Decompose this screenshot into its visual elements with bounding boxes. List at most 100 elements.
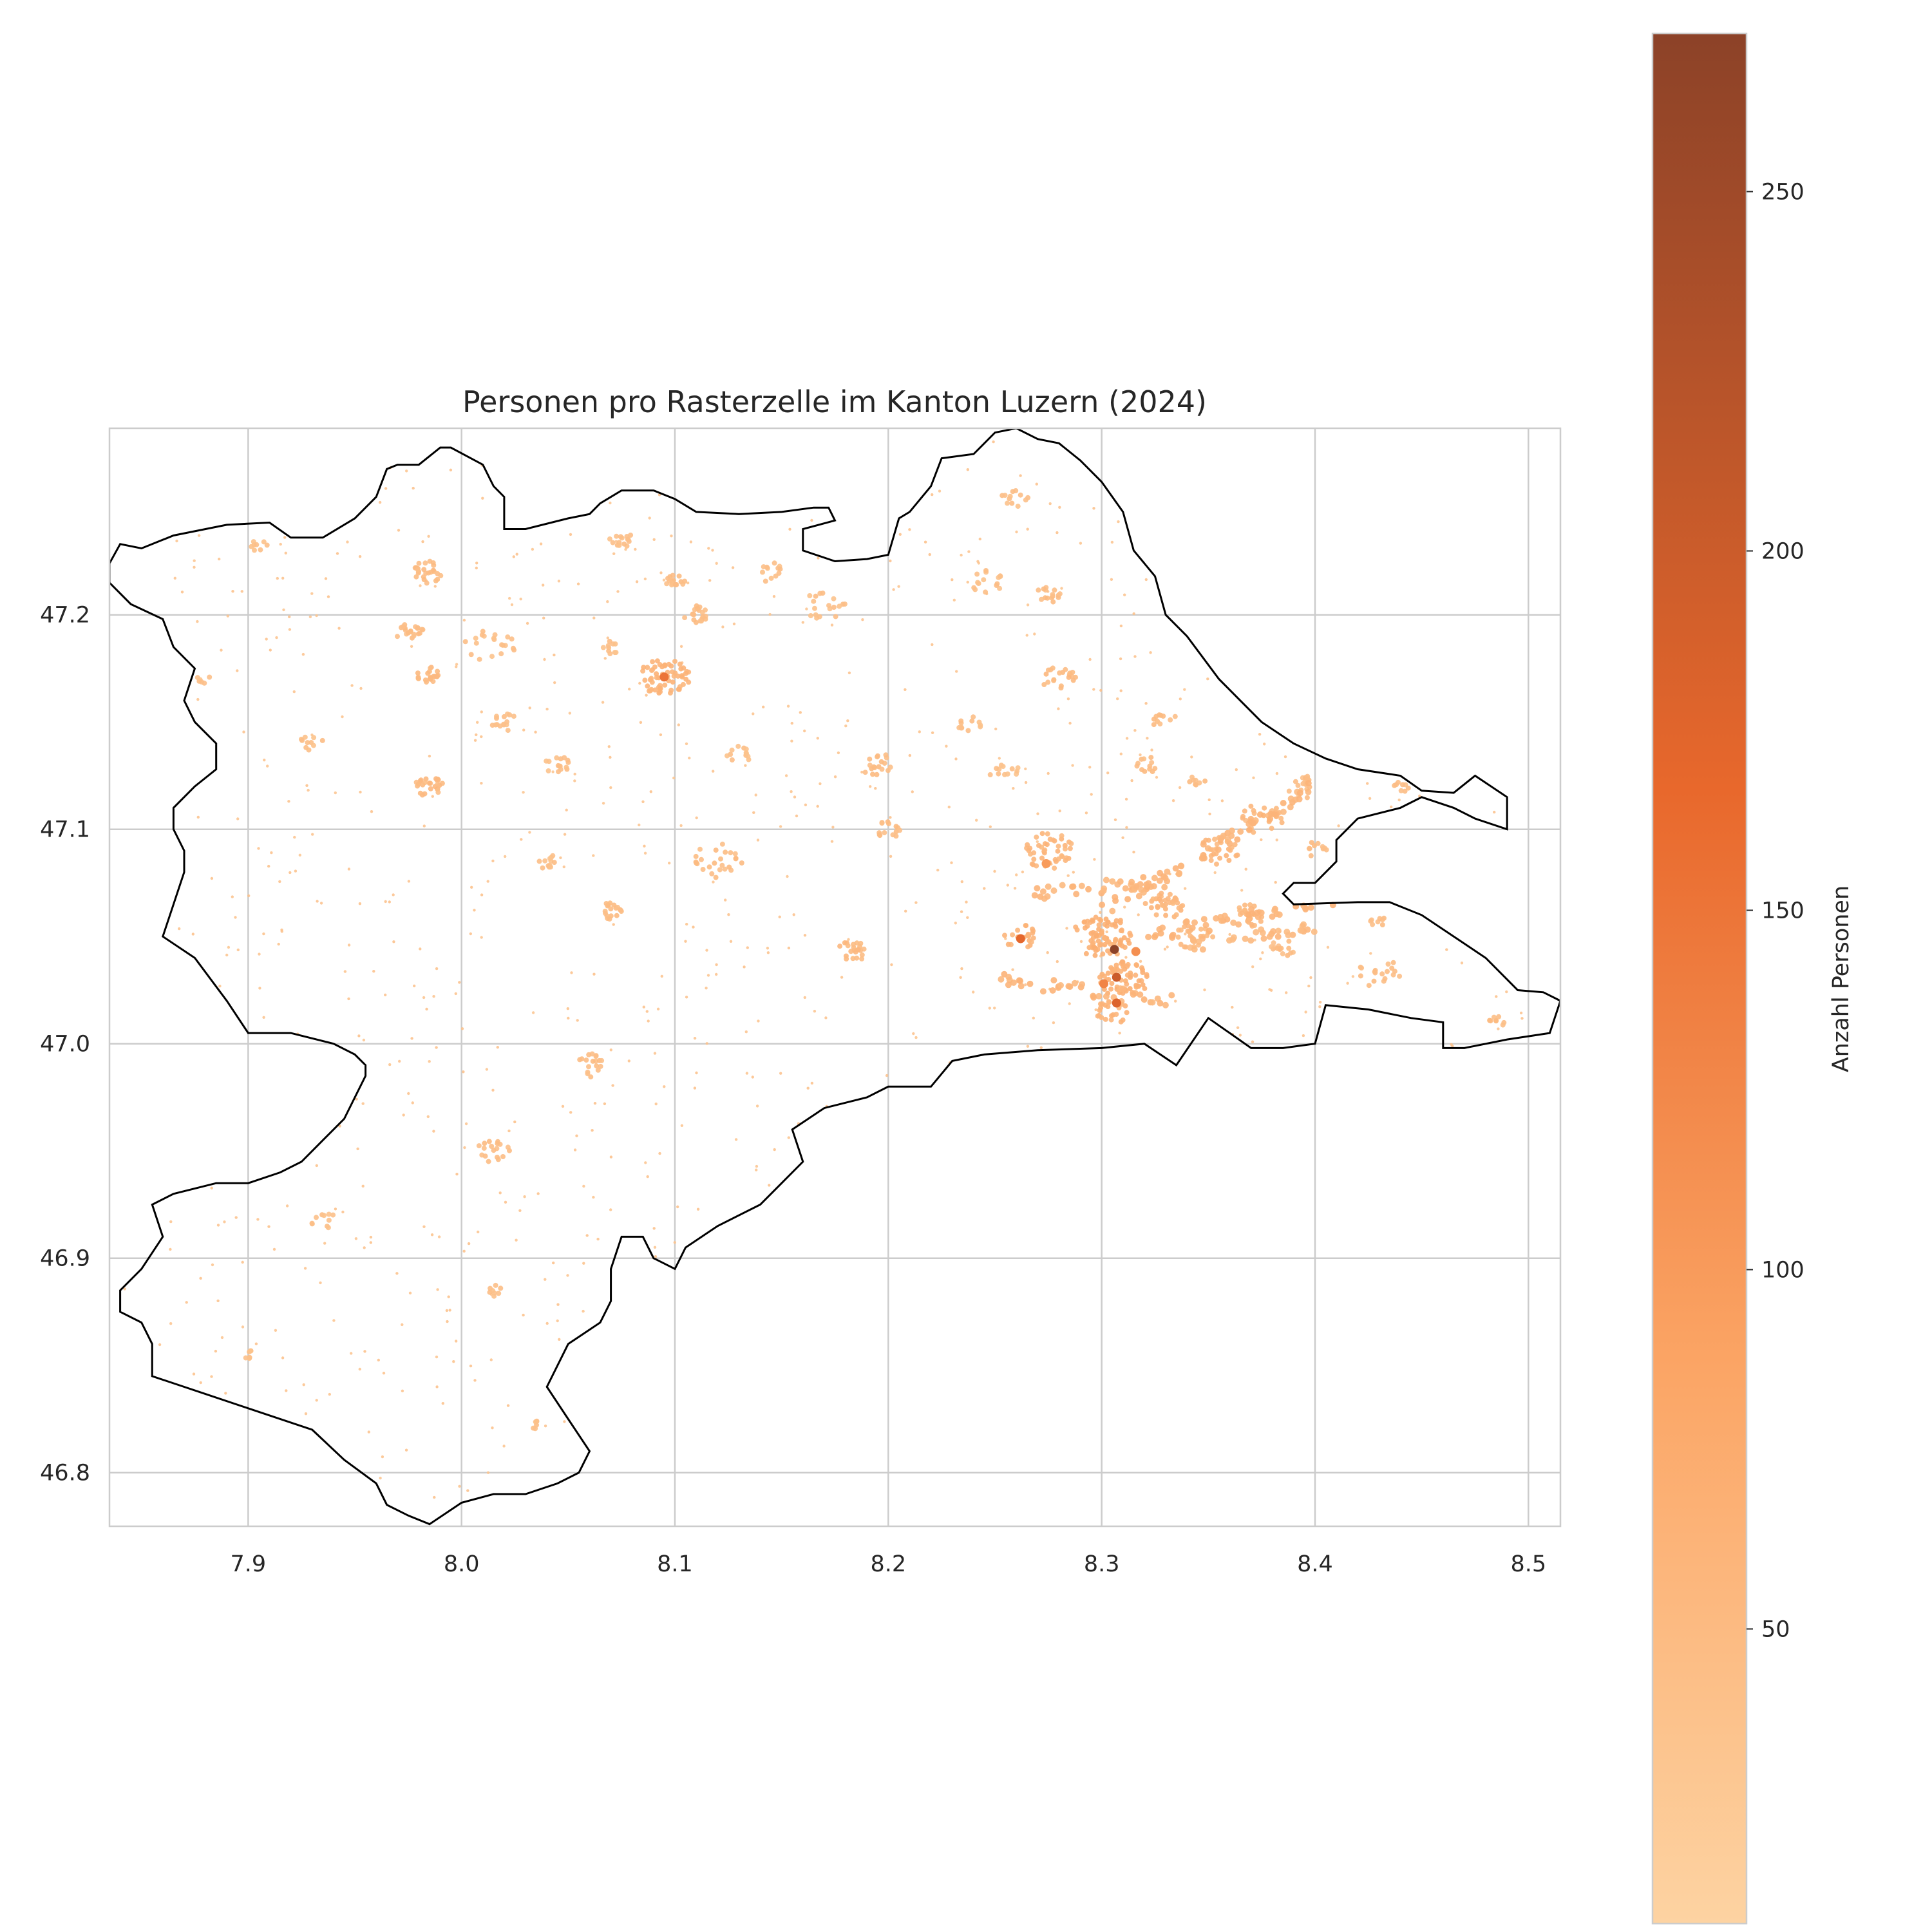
population-point [435,1385,439,1388]
population-point [1308,853,1314,858]
population-point [1372,970,1378,976]
population-point [1133,883,1140,890]
population-point [600,645,606,650]
population-point [692,925,695,929]
population-point [315,614,318,618]
population-point [1198,926,1204,932]
population-point [1304,926,1311,933]
population-point [505,634,511,640]
x-tick-label: 8.5 [1510,1551,1546,1577]
population-point [332,1319,336,1322]
population-point [1285,932,1292,938]
population-point [1189,774,1195,780]
population-point [562,755,567,761]
population-point [1182,919,1189,925]
population-point [885,819,891,825]
population-point [475,566,478,570]
population-point [1183,688,1186,691]
population-point [656,1007,660,1011]
population-point [579,1056,585,1062]
population-point [719,841,725,847]
population-point [658,685,663,691]
population-point [628,687,631,691]
population-point [706,974,710,977]
population-point [679,824,683,828]
population-point [682,578,688,584]
population-point [363,1246,366,1249]
population-point [660,974,664,978]
population-point [357,1034,361,1037]
population-point [806,1086,810,1090]
population-point [1297,927,1304,934]
population-point [284,551,287,554]
population-point [1231,1005,1234,1009]
population-point [544,1425,547,1428]
population-point [441,1402,444,1405]
population-point [522,728,526,732]
population-point [545,768,551,773]
population-point [1242,808,1247,814]
population-point [533,1419,538,1425]
population-point [609,755,612,759]
y-tick-label: 47.1 [40,817,90,843]
population-point [236,669,239,672]
population-point [412,486,415,490]
population-point [811,598,817,604]
population-point [422,824,426,828]
population-point [960,910,963,913]
population-point [384,900,387,904]
population-point [721,625,724,629]
population-point [831,826,835,829]
population-point [699,609,705,615]
population-point [1133,984,1139,990]
population-point [263,759,266,762]
population-point [1190,755,1193,759]
population-point [777,566,783,572]
population-point [889,855,893,858]
population-point [513,1120,516,1124]
population-point [928,553,931,556]
population-point [311,833,314,836]
population-point [287,800,290,803]
population-point [718,856,723,862]
population-point [1238,1034,1242,1037]
population-point [1200,841,1207,848]
population-point [422,560,428,566]
population-point [341,715,344,719]
population-point [309,1221,315,1227]
population-point [618,534,623,540]
population-point [1366,983,1372,989]
population-point [1072,871,1075,874]
population-point [1258,733,1262,736]
population-point [1337,824,1340,828]
population-point [1202,778,1208,784]
population-point [358,902,362,905]
population-point [466,1489,469,1492]
population-point [486,1471,490,1474]
population-point [199,679,204,685]
population-point [196,620,199,623]
population-point [805,607,808,611]
population-point [669,669,675,675]
population-point [1099,688,1103,692]
population-point [1103,1002,1108,1008]
population-point [1036,840,1039,844]
population-point [914,901,918,904]
population-point [601,701,605,704]
population-point [912,1032,915,1036]
population-point [185,1301,188,1304]
population-point [1068,721,1072,725]
population-point [430,1233,434,1236]
population-point [490,1288,495,1294]
population-point [173,576,176,580]
population-point [395,1272,399,1275]
colorbar-tick-label: 50 [1761,1616,1790,1642]
population-point [1208,798,1211,802]
population-point [1186,929,1192,934]
population-point [432,1130,435,1133]
population-point [1210,934,1216,940]
population-point [662,578,666,582]
population-point [1015,873,1018,876]
population-point [695,1071,698,1075]
population-point [599,1057,605,1063]
